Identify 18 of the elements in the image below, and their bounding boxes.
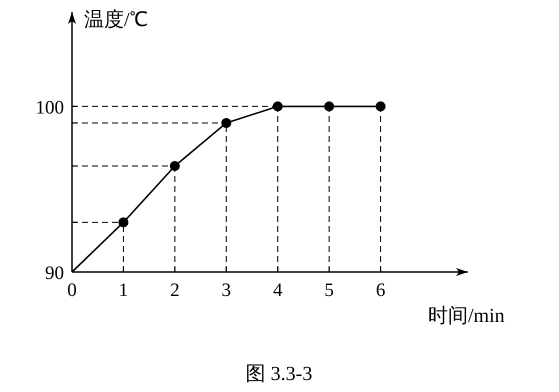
y-tick-label: 100 [36,97,64,118]
point [118,217,128,228]
x-tick-label: 2 [170,280,180,301]
y-tick-label: 90 [45,263,64,284]
point [272,101,283,112]
point [170,161,180,172]
x-tick-label: 0 [67,280,77,301]
x-tick-label: 4 [272,280,283,301]
x-axis-title: 时间/min [428,305,505,327]
y-axis-title: 温度/℃ [84,9,148,31]
x-tick-label: 1 [118,280,128,301]
point [324,101,334,112]
x-tick-label: 6 [376,280,386,301]
x-tick-label: 3 [222,280,232,301]
point [376,101,386,112]
point [221,118,232,128]
x-tick-label: 5 [324,280,334,301]
caption: 图 3.3-3 [246,363,312,385]
